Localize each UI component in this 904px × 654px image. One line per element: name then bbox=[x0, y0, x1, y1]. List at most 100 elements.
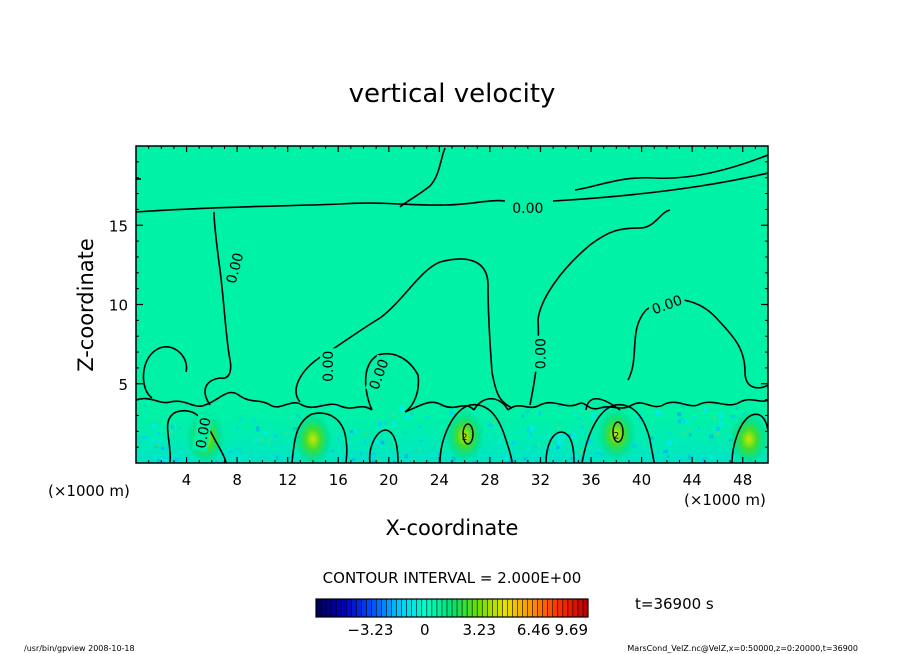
speckle bbox=[255, 426, 260, 432]
colorbar-label: −3.23 bbox=[347, 621, 393, 639]
colorbar-cell bbox=[462, 599, 468, 617]
speckle bbox=[496, 440, 502, 444]
speckle bbox=[525, 409, 530, 414]
speckle bbox=[677, 419, 681, 424]
contour-label: 0.00 bbox=[512, 201, 543, 217]
speckle bbox=[378, 457, 381, 462]
speckle bbox=[160, 447, 165, 450]
colorbar-cell bbox=[567, 599, 574, 617]
speckle bbox=[680, 403, 686, 408]
speckle bbox=[587, 407, 592, 412]
speckle bbox=[440, 446, 445, 452]
speckle bbox=[418, 459, 423, 463]
speckle bbox=[563, 458, 566, 461]
speckle bbox=[364, 440, 367, 445]
colorbar-cell bbox=[562, 599, 569, 617]
speckle bbox=[701, 457, 706, 463]
colorbar-cell bbox=[517, 599, 523, 617]
x-tick-label: 12 bbox=[278, 471, 297, 489]
speckle bbox=[437, 451, 442, 456]
speckle bbox=[716, 458, 721, 461]
colorbar-cell bbox=[512, 599, 518, 617]
contour-label-group: 0.00 bbox=[222, 248, 247, 288]
speckle bbox=[523, 457, 528, 461]
colorbar-cell bbox=[396, 599, 402, 617]
speckle bbox=[425, 415, 430, 420]
speckle bbox=[404, 454, 408, 459]
colorbar-cell bbox=[381, 599, 387, 617]
colorbar-cell bbox=[577, 599, 584, 617]
speckle bbox=[377, 422, 382, 427]
speckle bbox=[677, 412, 682, 417]
colorbar-label: 6.46 bbox=[517, 621, 550, 639]
speckle bbox=[571, 433, 575, 439]
speckle bbox=[691, 460, 695, 463]
speckle bbox=[156, 459, 162, 463]
speckle bbox=[159, 457, 164, 462]
speckle bbox=[591, 413, 596, 418]
speckle bbox=[166, 445, 170, 451]
speckle bbox=[718, 413, 724, 419]
colorbar-cell bbox=[356, 599, 362, 617]
colorbar-cell bbox=[532, 599, 538, 617]
speckle bbox=[235, 426, 239, 430]
colorbar-cell bbox=[321, 599, 327, 617]
contour-label-bg bbox=[532, 335, 548, 372]
colorbar-cell bbox=[441, 599, 448, 617]
colorbar-cell bbox=[507, 599, 513, 617]
speckle bbox=[578, 449, 583, 455]
speckle bbox=[335, 436, 340, 441]
speckle bbox=[268, 438, 271, 444]
colorbar-cell bbox=[366, 599, 372, 617]
speckle bbox=[546, 434, 551, 438]
speckle bbox=[379, 440, 385, 445]
colorbar-cell bbox=[416, 599, 423, 617]
speckle bbox=[537, 442, 542, 447]
speckle bbox=[366, 452, 371, 457]
speckle bbox=[391, 413, 396, 417]
colorbar-cell bbox=[386, 599, 392, 617]
speckle bbox=[273, 434, 278, 438]
speckle bbox=[556, 426, 562, 430]
speckle bbox=[535, 460, 540, 463]
colorbar-cell bbox=[426, 599, 433, 617]
speckle bbox=[530, 424, 533, 430]
speckle bbox=[667, 431, 672, 435]
contour-label-group: 0.00 bbox=[191, 413, 215, 452]
speckle bbox=[570, 456, 576, 460]
speckle bbox=[399, 406, 405, 412]
speckle bbox=[568, 433, 574, 437]
x-axis: 4 8 12 16 20 24 28 32 36 40 44 48 bbox=[148, 146, 756, 489]
speckle bbox=[143, 403, 146, 408]
speckle bbox=[709, 434, 714, 439]
colorbar-cell bbox=[411, 599, 418, 617]
speckle bbox=[333, 404, 338, 409]
colorbar-cell bbox=[477, 599, 483, 617]
speckle bbox=[538, 410, 541, 416]
speckle bbox=[558, 404, 561, 407]
x-unit-right: (×1000 m) bbox=[684, 491, 766, 509]
speckle bbox=[488, 436, 491, 440]
speckle bbox=[678, 458, 683, 462]
updraft-hotspot bbox=[727, 409, 768, 463]
speckle bbox=[682, 419, 686, 424]
colorbar-cell bbox=[452, 599, 458, 617]
speckle bbox=[686, 428, 691, 432]
speckle bbox=[718, 420, 722, 424]
speckle bbox=[556, 434, 561, 439]
speckle bbox=[254, 437, 258, 442]
speckle bbox=[142, 436, 147, 439]
x-tick-label: 16 bbox=[329, 471, 348, 489]
speckle bbox=[579, 426, 584, 429]
contour-label-group: 0.00 bbox=[532, 335, 549, 372]
speckle bbox=[504, 456, 508, 461]
speckle bbox=[720, 422, 725, 427]
speckle bbox=[555, 458, 561, 463]
speckle bbox=[582, 404, 587, 409]
speckle bbox=[649, 437, 654, 440]
colorbar-cell bbox=[542, 599, 549, 617]
colorbar bbox=[315, 599, 589, 617]
colorbar-cell bbox=[472, 599, 478, 617]
speckle bbox=[174, 457, 180, 463]
colorbar-cell bbox=[482, 599, 488, 617]
